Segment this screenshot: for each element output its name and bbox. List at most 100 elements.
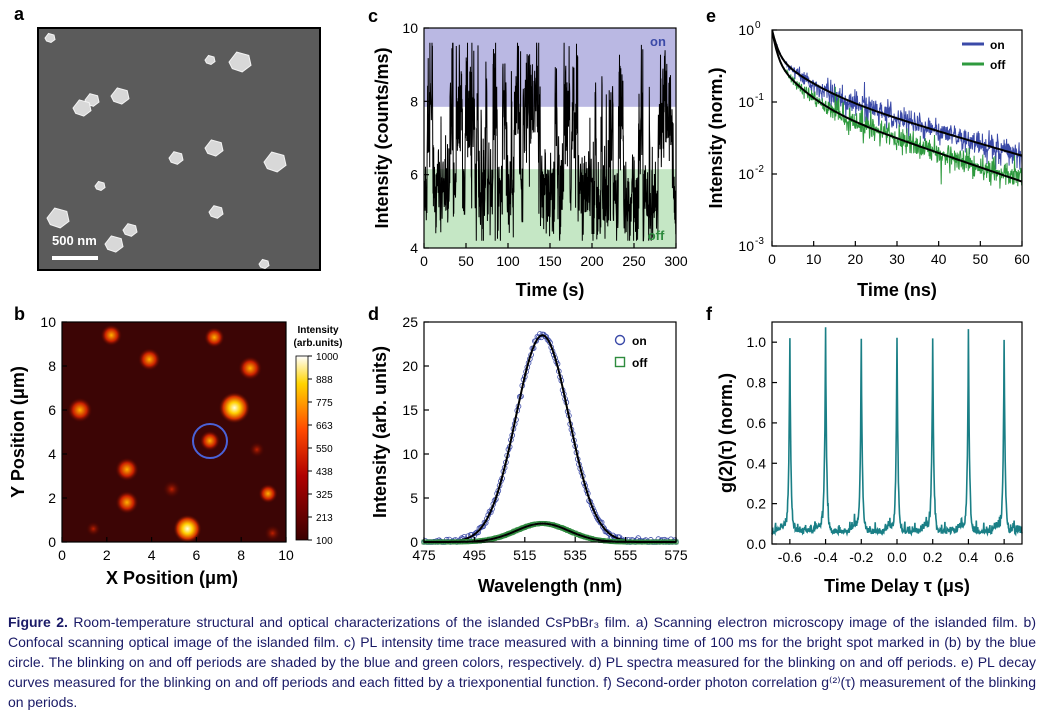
cbar-tick-label: 888: [316, 375, 333, 386]
e-xtick-label: 30: [889, 251, 905, 267]
sem-grain: [94, 180, 106, 192]
caption-label: Figure 2.: [8, 614, 68, 630]
sem-grain: [168, 151, 184, 165]
d-xtick-label: 475: [412, 547, 436, 563]
e-ytick-label: 10: [738, 238, 754, 254]
f-xlabel: Time Delay τ (μs): [824, 576, 970, 596]
d-ytick-label: 20: [402, 358, 418, 374]
f-xtick-label: 0.2: [923, 549, 943, 565]
heatmap-spot: [137, 347, 161, 371]
off-decay: [772, 30, 1022, 189]
d-xtick-label: 555: [614, 547, 638, 563]
e-ytick-exp: 0: [755, 20, 761, 31]
heatmap-spot: [100, 324, 123, 347]
b-xtick-label: 10: [278, 547, 294, 563]
marked-spot-circle: [192, 423, 228, 459]
intensity-trace: [424, 42, 676, 242]
b-ytick-label: 4: [48, 446, 56, 462]
c-xtick-label: 150: [538, 253, 562, 269]
panel-c-letter: c: [368, 6, 378, 26]
panel-e-letter: e: [706, 6, 716, 26]
b-xlabel: X Position (μm): [106, 568, 238, 588]
triexp-fit: [772, 30, 1022, 157]
f-ytick-label: 0.0: [747, 536, 767, 552]
cbar-tick-label: 775: [316, 398, 333, 409]
sem-grain: [110, 87, 130, 105]
f-xtick-label: -0.6: [778, 549, 802, 565]
sem-grain: [258, 258, 270, 270]
c-xtick-label: 200: [580, 253, 604, 269]
sem-grain: [72, 99, 92, 117]
heatmap-spot: [238, 356, 263, 381]
on-point: [605, 529, 611, 536]
e-ytick-exp: -3: [755, 236, 764, 247]
f-xtick-label: -0.4: [814, 549, 838, 565]
b-ytick-label: 10: [40, 314, 56, 330]
d-ytick-label: 15: [402, 402, 418, 418]
d-ylabel: Intensity (arb. units): [370, 346, 390, 518]
d-legend: on off: [614, 334, 648, 370]
b-xtick-label: 6: [193, 547, 201, 563]
d-ytick-label: 25: [402, 314, 418, 330]
panel-d-letter: d: [368, 304, 379, 324]
confocal-map: 0 2 4 6 8 10 0 2 4 6 8 10 X Position (μm) Y Positio…: [8, 314, 294, 588]
heatmap-spot: [248, 441, 266, 458]
sem-grain: [263, 151, 287, 173]
heatmap-spot: [85, 521, 102, 537]
c-off-label: off: [648, 228, 665, 243]
f-xtick-label: 0.0: [887, 549, 907, 565]
b-xtick-label: 2: [103, 547, 111, 563]
e-xtick-label: 20: [848, 251, 864, 267]
b-xtick-label: 8: [237, 547, 245, 563]
caption-text: Room-temperature structural and optical …: [8, 614, 1036, 710]
g2-chart: -0.6 -0.4 -0.2 0.0 0.2 0.4 0.6 0.0 0.2 0.4 0.6 0.8 1…: [716, 321, 1023, 596]
cbar-tick-label: 438: [316, 467, 333, 478]
heatmap-spot: [173, 514, 202, 544]
c-xtick-label: 300: [664, 253, 688, 269]
spectra-chart: on off 475 495 515 535 555 575 0 5 10 15 20 25 Wave…: [370, 314, 688, 596]
heatmap-spot: [218, 391, 251, 424]
e-ytick-exp: -2: [755, 164, 764, 175]
sem-image: 500 nm: [37, 27, 321, 271]
e-ytick-exp: -1: [755, 92, 764, 103]
cbar-title-2: (arb.units): [294, 338, 343, 349]
f-ytick-label: 1.0: [747, 334, 767, 350]
sem-grain: [204, 139, 224, 157]
heatmap-spot: [115, 490, 139, 515]
e-xtick-label: 0: [768, 251, 776, 267]
d-ytick-label: 0: [410, 534, 418, 550]
c-ytick-label: 6: [410, 167, 418, 183]
d-xtick-label: 535: [564, 547, 588, 563]
d-legend-off: off: [632, 356, 648, 370]
heatmap-spot: [258, 483, 278, 504]
on-point: [472, 530, 479, 537]
sem-grain: [204, 54, 216, 66]
e-ytick-label: 10: [738, 166, 754, 182]
c-xtick-label: 100: [496, 253, 520, 269]
d-xtick-label: 495: [463, 547, 487, 563]
e-xtick-label: 10: [806, 251, 822, 267]
f-ytick-label: 0.2: [747, 496, 767, 512]
c-xtick-label: 0: [420, 253, 428, 269]
heatmap-spot: [203, 326, 225, 348]
panel-f-letter: f: [706, 304, 713, 324]
e-ytick-label: 10: [738, 22, 754, 38]
d-xlabel: Wavelength (nm): [478, 576, 622, 596]
f-ytick-label: 0.8: [747, 375, 767, 391]
b-ylabel: Y Position (μm): [8, 366, 28, 498]
g2-trace: [771, 327, 1023, 537]
heatmap-spot: [162, 479, 182, 499]
e-xtick-label: 40: [931, 251, 947, 267]
c-ylabel: Intensity (counts/ms): [372, 47, 392, 228]
heatmap-spot: [263, 524, 282, 542]
e-legend-off: off: [990, 58, 1006, 72]
d-xtick-label: 515: [513, 547, 537, 563]
c-ytick-label: 8: [410, 93, 418, 109]
cbar-tick-label: 663: [316, 421, 333, 432]
f-xtick-label: 0.6: [994, 549, 1014, 565]
cbar-tick-label: 213: [316, 513, 333, 524]
on-point: [600, 524, 606, 530]
c-xtick-label: 250: [622, 253, 646, 269]
on-point: [535, 334, 542, 341]
